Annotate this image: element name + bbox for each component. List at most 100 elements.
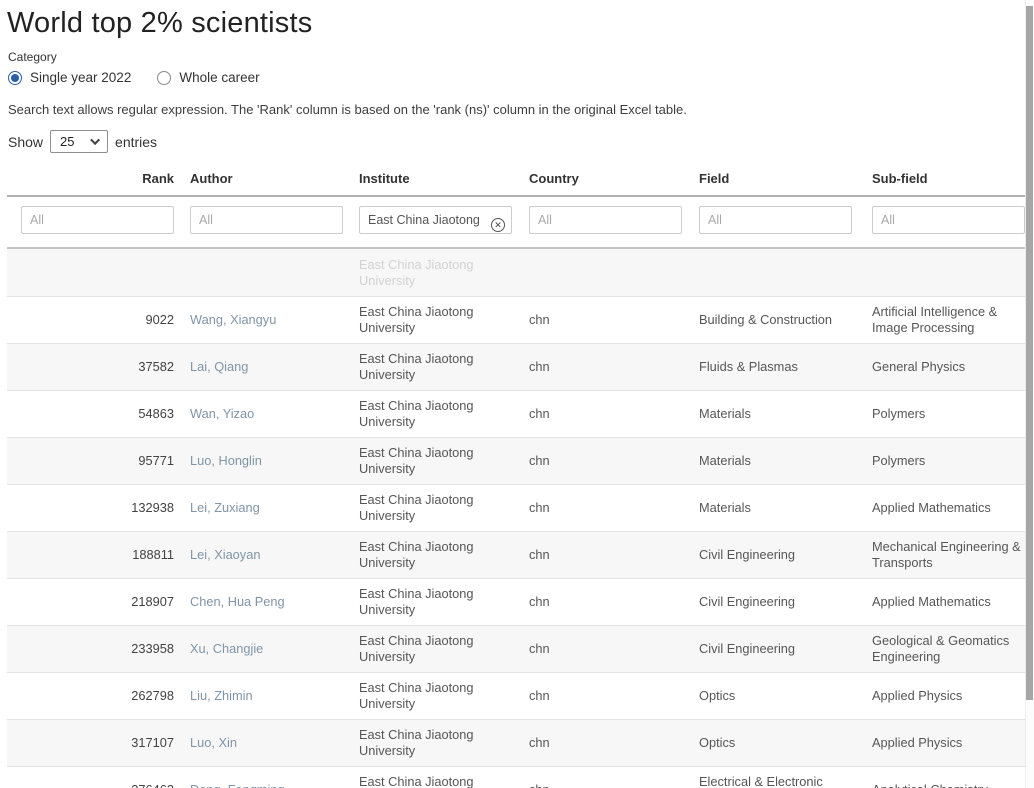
subfield-cell: Geological & Geomatics Engineering: [872, 633, 1010, 664]
country-cell: chn: [513, 775, 683, 788]
rank-filter-input[interactable]: [21, 206, 174, 234]
table-filter-row: ✕: [7, 197, 1027, 249]
rank-cell: 317107: [131, 735, 174, 750]
country-cell: chn: [529, 688, 550, 703]
subfield-filter-input[interactable]: [872, 206, 1025, 234]
author-link[interactable]: Chen, Hua Peng: [190, 594, 285, 609]
author-link[interactable]: Luo, Xin: [190, 735, 237, 750]
institute-cell: East China Jiaotong University: [359, 680, 474, 711]
subfield-cell: Applied Mathematics: [872, 500, 991, 515]
scrollbar-thumb[interactable]: [1026, 6, 1033, 700]
author-link[interactable]: Lei, Zuxiang: [190, 500, 260, 515]
author-link[interactable]: Xu, Changjie: [190, 641, 264, 656]
institute-filter-input[interactable]: [359, 206, 512, 234]
table-row: 233958 Xu, Changjie East China Jiaotong …: [7, 625, 1027, 672]
author-link[interactable]: Wan, Yizao: [190, 406, 255, 421]
table-row: 9022 Wang, Xiangyu East China Jiaotong U…: [7, 296, 1027, 343]
table-row: 37582 Lai, Qiang East China Jiaotong Uni…: [7, 343, 1027, 390]
column-header-field[interactable]: Field: [699, 171, 730, 186]
entries-label: entries: [115, 133, 158, 150]
page-length-select[interactable]: 25: [50, 130, 109, 153]
country-cell: chn: [529, 735, 550, 750]
institute-cell: East China Jiaotong University: [359, 633, 474, 664]
rank-cell: 132938: [131, 500, 174, 515]
column-header-rank[interactable]: Rank: [142, 171, 174, 186]
country-filter-input[interactable]: [529, 206, 682, 234]
subfield-cell: Polymers: [872, 453, 926, 468]
column-header-subfield[interactable]: Sub-field: [872, 171, 928, 186]
field-cell: Civil Engineering: [699, 594, 796, 609]
rank-cell: 37582: [138, 359, 174, 374]
country-cell: chn: [529, 312, 550, 327]
column-header-institute[interactable]: Institute: [359, 171, 410, 186]
country-cell: chn: [529, 547, 550, 562]
rank-cell: 9022: [145, 312, 174, 327]
field-cell: Optics: [699, 735, 736, 750]
author-link[interactable]: Luo, Honglin: [190, 453, 262, 468]
scientists-table: Rank Author Institute Country Field Sub-…: [7, 165, 1027, 788]
column-header-author[interactable]: Author: [190, 171, 233, 186]
radio-selected-icon[interactable]: [8, 70, 22, 85]
table-row: 54863 Wan, Yizao East China Jiaotong Uni…: [7, 390, 1027, 437]
table-row: 132938 Lei, Zuxiang East China Jiaotong …: [7, 484, 1027, 531]
rank-cell: 95771: [138, 453, 174, 468]
subfield-cell: Applied Mathematics: [872, 594, 991, 609]
subfield-cell: Polymers: [872, 406, 926, 421]
table-row: 218907 Chen, Hua Peng East China Jiaoton…: [7, 578, 1027, 625]
clear-filter-icon[interactable]: ✕: [491, 218, 505, 232]
table-row: 188811 Lei, Xiaoyan East China Jiaotong …: [7, 531, 1027, 578]
country-cell: chn: [529, 594, 550, 609]
field-filter-input[interactable]: [699, 206, 852, 234]
author-link[interactable]: Lei, Xiaoyan: [190, 547, 261, 562]
institute-cell: East China Jiaotong University: [359, 398, 474, 429]
field-cell: Building & Construction: [699, 312, 833, 327]
author-filter-input[interactable]: [190, 206, 343, 234]
table-row: 376463 Deng, Fangming East China Jiaoton…: [7, 766, 1027, 788]
rank-cell: 54863: [138, 406, 174, 421]
radio-single-year-2022[interactable]: Single year 2022: [8, 70, 131, 85]
subfield-cell: General Physics: [872, 359, 966, 374]
country-cell: chn: [529, 406, 550, 421]
subfield-cell: Mechanical Engineering & Transports: [872, 539, 1021, 570]
show-entries-row: Show 25 entries: [8, 130, 1027, 153]
category-radio-group: Single year 2022 Whole career: [8, 70, 1027, 85]
chevron-down-icon: [90, 135, 101, 146]
table-header-row: Rank Author Institute Country Field Sub-…: [7, 165, 1027, 197]
radio-whole-career[interactable]: Whole career: [157, 70, 260, 85]
subfield-cell: Applied Physics: [872, 735, 963, 750]
country-cell: chn: [529, 500, 550, 515]
institute-cell: East China Jiaotong University: [359, 774, 474, 788]
page-title: World top 2% scientists: [7, 7, 313, 39]
author-link[interactable]: Deng, Fangming: [174, 775, 343, 788]
author-link[interactable]: Liu, Zhimin: [190, 688, 253, 703]
page-length-value: 25: [60, 134, 75, 149]
column-header-country[interactable]: Country: [529, 171, 579, 186]
institute-cell: East China Jiaotong University: [359, 351, 474, 382]
radio-unselected-icon[interactable]: [157, 70, 172, 85]
field-cell: Civil Engineering: [699, 641, 796, 656]
rank-cell: 233958: [131, 641, 174, 656]
rank-cell: 376463: [7, 775, 174, 788]
institute-cell: East China Jiaotong University: [359, 492, 474, 523]
country-cell: chn: [529, 641, 550, 656]
institute-cell: East China Jiaotong University: [359, 539, 474, 570]
institute-cell: East China Jiaotong University: [359, 586, 474, 617]
show-label: Show: [8, 133, 44, 150]
rank-cell: 218907: [131, 594, 174, 609]
field-cell: Materials: [699, 453, 751, 468]
country-cell: chn: [529, 453, 550, 468]
subfield-cell: Applied Physics: [872, 688, 963, 703]
institute-cell: East China Jiaotong University: [359, 304, 474, 335]
field-cell: Materials: [699, 500, 751, 515]
radio-label: Whole career: [179, 70, 260, 85]
author-link[interactable]: Lai, Qiang: [190, 359, 249, 374]
field-cell: Civil Engineering: [699, 547, 796, 562]
field-cell: Electrical & Electronic Engineering: [699, 774, 823, 788]
vertical-scrollbar[interactable]: [1025, 0, 1034, 788]
ghost-institute-cell: East China Jiaotong University: [359, 256, 474, 288]
rank-cell: 188811: [132, 547, 174, 562]
subfield-cell: Analytical Chemistry: [856, 775, 1027, 788]
author-link[interactable]: Wang, Xiangyu: [190, 312, 277, 327]
country-cell: chn: [529, 359, 550, 374]
